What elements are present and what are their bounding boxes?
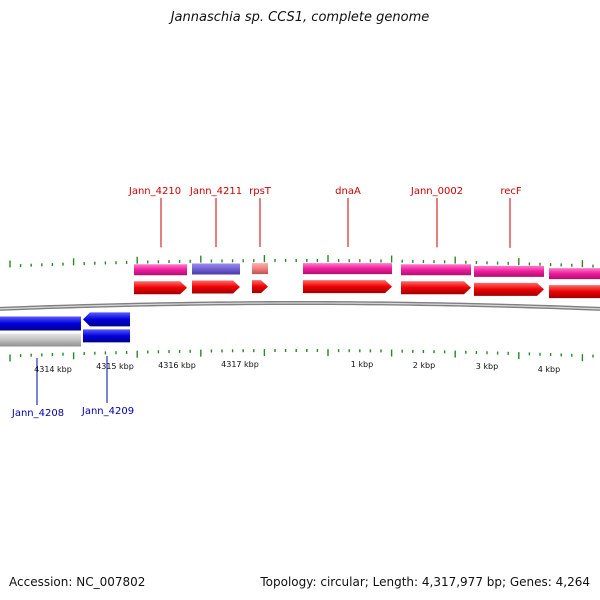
accession-label: Accession: NC_007802 [9, 575, 146, 589]
scale-label: 4 kbp [538, 365, 560, 374]
reverse-cds-arrow[interactable] [83, 312, 130, 327]
scale-label: 2 kbp [413, 361, 435, 370]
reverse-gene-block[interactable] [83, 329, 130, 343]
gene-label-jann_4208[interactable]: Jann_4208 [11, 408, 64, 419]
genome-title: Jannaschia sp. CCS1, complete genome [170, 10, 430, 25]
forward-gene-block[interactable] [192, 263, 240, 275]
forward-cds-arrow[interactable] [192, 280, 240, 294]
forward-gene-block[interactable] [303, 263, 392, 275]
forward-cds-arrow[interactable] [252, 280, 268, 294]
forward-gene-block[interactable] [401, 264, 471, 276]
scale-label: 4316 kbp [158, 361, 196, 370]
backbone-inner [0, 302, 600, 310]
forward-cds-arrow[interactable] [134, 281, 187, 295]
forward-cds-arrow[interactable] [401, 281, 471, 295]
scale-label: 4317 kbp [221, 360, 259, 369]
topology-summary: Topology: circular; Length: 4,317,977 bp… [260, 575, 590, 589]
forward-gene-block[interactable] [252, 263, 268, 275]
forward-cds-arrow[interactable] [303, 280, 392, 294]
reverse-cds-arrow[interactable] [0, 316, 81, 331]
gene-label-jann_4210[interactable]: Jann_4210 [128, 186, 181, 197]
gene-label-recf[interactable]: recF [500, 186, 522, 197]
gene-label-jann_4209[interactable]: Jann_4209 [81, 406, 134, 417]
gene-label-jann_4211[interactable]: Jann_4211 [189, 186, 242, 197]
scale-label: 4315 kbp [96, 362, 134, 371]
forward-gene-block[interactable] [549, 268, 600, 280]
forward-gene-block[interactable] [134, 264, 187, 276]
forward-cds-arrow[interactable] [474, 282, 544, 296]
gene-label-dnaa[interactable]: dnaA [335, 186, 361, 197]
reverse-gene-block[interactable] [0, 333, 81, 347]
forward-cds-arrow[interactable] [549, 285, 600, 299]
scale-label: 3 kbp [476, 362, 498, 371]
scale-label: 4314 kbp [34, 365, 72, 374]
scale-label: 1 kbp [351, 360, 373, 369]
gene-label-rpst[interactable]: rpsT [249, 186, 272, 197]
gene-label-jann_0002[interactable]: Jann_0002 [410, 186, 463, 197]
forward-gene-block[interactable] [474, 265, 544, 277]
